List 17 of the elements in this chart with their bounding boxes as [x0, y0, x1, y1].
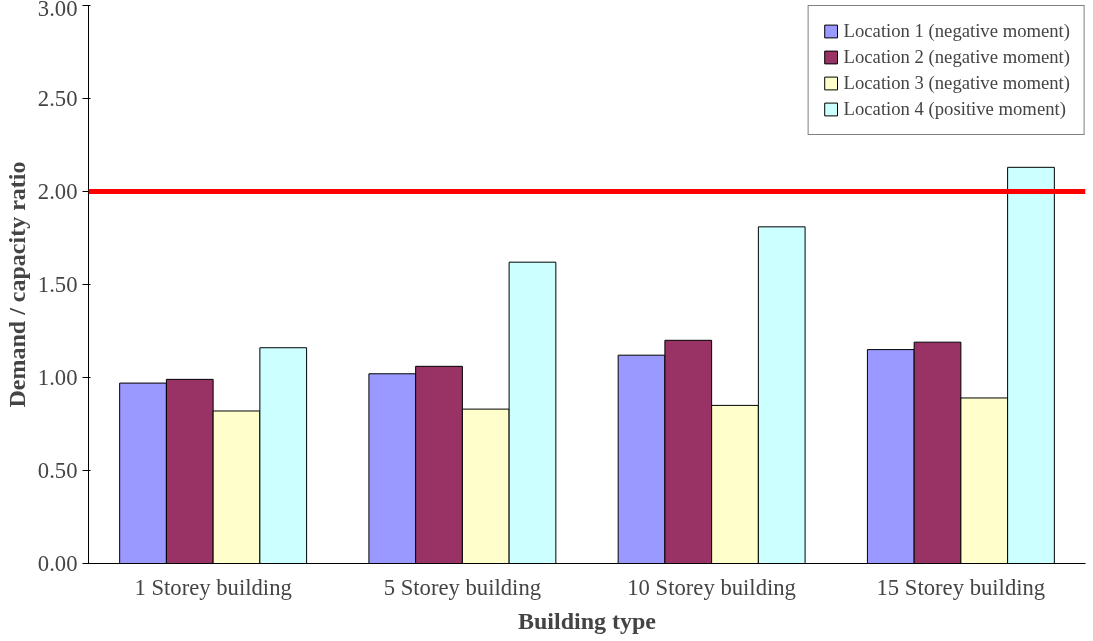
x-tick-label: 1 Storey building: [134, 574, 292, 600]
x-tick-label: 10 Storey building: [627, 574, 796, 600]
y-tick-label: 0.50: [37, 458, 78, 483]
legend-label: Location 2 (negative moment): [843, 46, 1070, 68]
y-tick-label: 2.50: [37, 86, 78, 111]
x-tick-label: 15 Storey building: [876, 574, 1046, 600]
x-tick-label: 5 Storey building: [383, 574, 542, 600]
y-tick-label: 1.50: [37, 272, 78, 297]
legend-label: Location 3 (negative moment): [843, 72, 1070, 94]
y-tick-label: 1.00: [37, 365, 78, 390]
legend-label: Location 1 (negative moment): [843, 20, 1070, 42]
x-axis-title: Building type: [517, 607, 657, 634]
y-axis-title: Demand / capacity ratio: [3, 161, 30, 408]
y-tick-label: 3.00: [37, 0, 78, 21]
legend-label: Location 4 (positive moment): [843, 98, 1066, 120]
y-tick-label: 2.00: [37, 179, 78, 204]
y-tick-label: 0.00: [37, 551, 78, 576]
